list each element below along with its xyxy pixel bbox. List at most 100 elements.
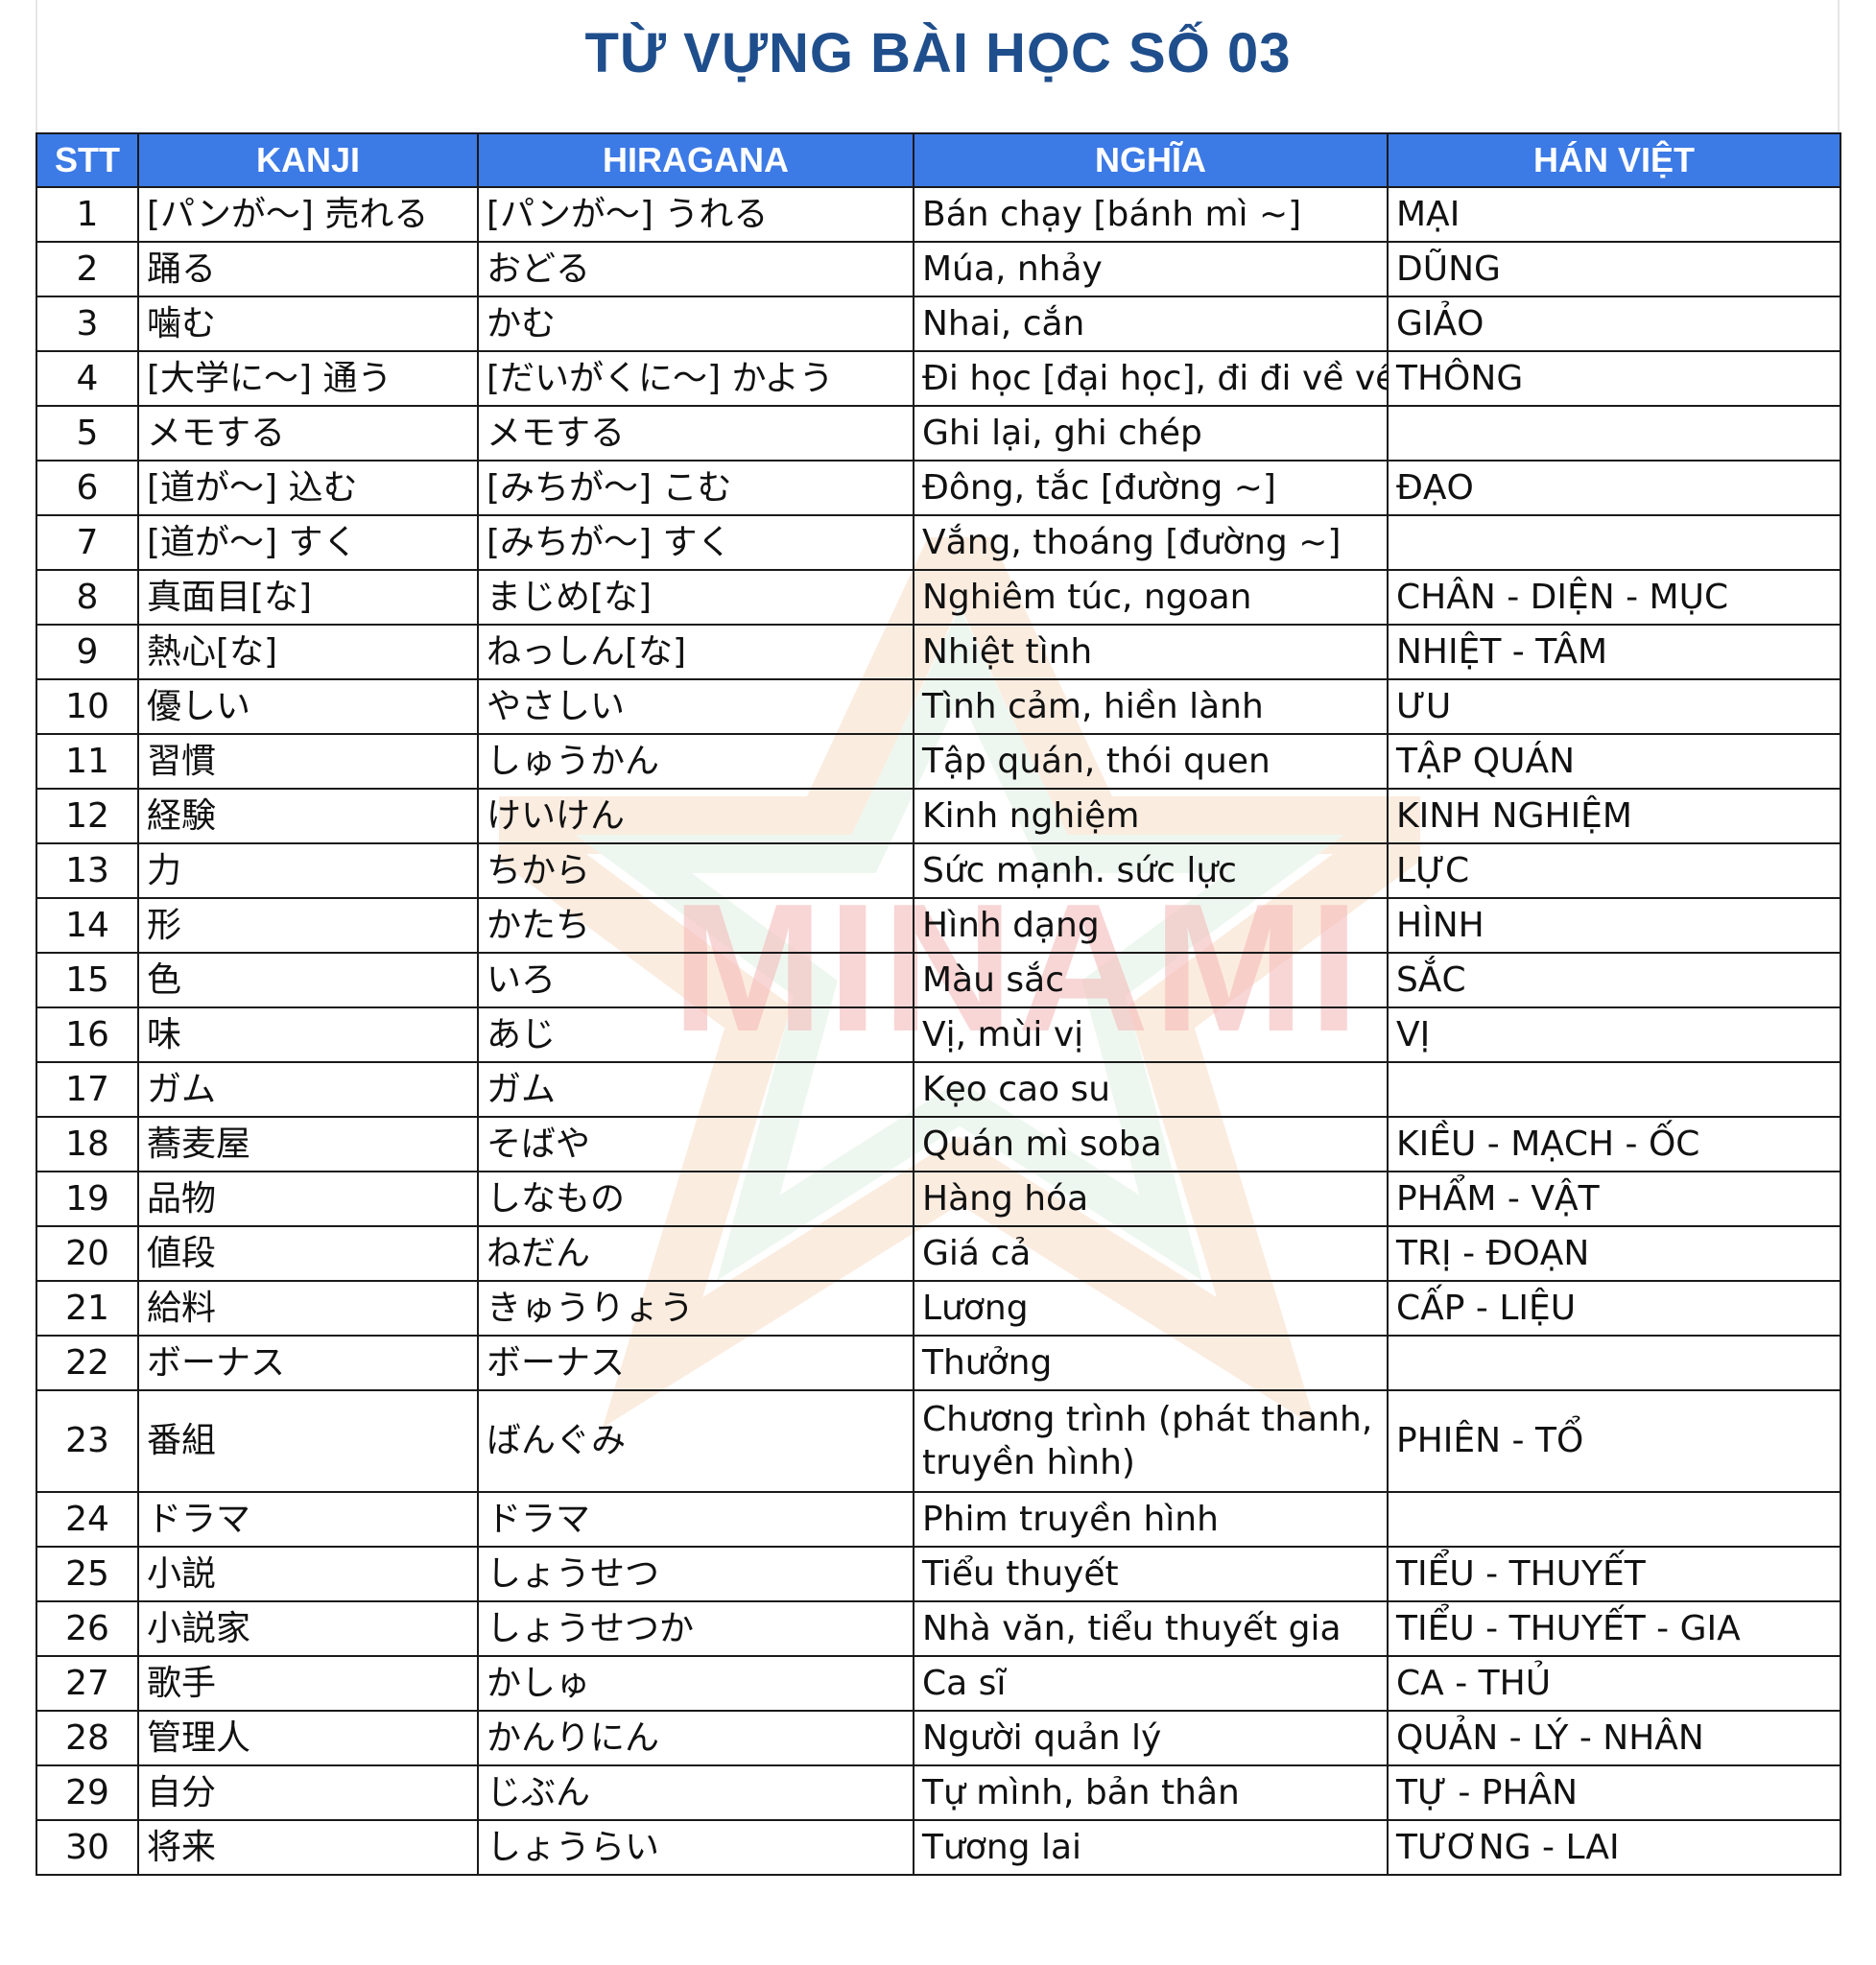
cell-han-viet: TƯƠNG - LAI (1387, 1819, 1841, 1876)
cell-hiragana: ばんぐみ (477, 1389, 914, 1493)
cell-han-viet: NHIỆT - TÂM (1387, 624, 1841, 680)
table-row: 8 真面目[な] まじめ[な] Nghiêm túc, ngoan CHÂN - DIỆ… (36, 569, 1841, 626)
cell-stt: 28 (36, 1710, 139, 1766)
cell-han-viet: KIỀU - MẠCH - ỐC (1387, 1116, 1841, 1172)
cell-kanji: 小説 (137, 1546, 479, 1602)
cell-hiragana: ドラマ (477, 1491, 914, 1548)
cell-stt: 2 (36, 241, 139, 297)
cell-stt: 7 (36, 514, 139, 571)
cell-stt: 29 (36, 1764, 139, 1821)
cell-stt: 10 (36, 678, 139, 735)
cell-stt: 1 (36, 186, 139, 243)
frame-line-left (36, 0, 37, 134)
header-han-viet: HÁN VIỆT (1387, 132, 1841, 188)
cell-hiragana: ねだん (477, 1225, 914, 1282)
cell-kanji: 経験 (137, 788, 479, 844)
cell-kanji: [道が～] すく (137, 514, 479, 571)
cell-hiragana: まじめ[な] (477, 569, 914, 626)
cell-nghia: Bán chạy [bánh mì ~] (913, 186, 1389, 243)
cell-kanji: 自分 (137, 1764, 479, 1821)
cell-kanji: [パンが～] 売れる (137, 186, 479, 243)
cell-nghia: Lương (913, 1280, 1389, 1337)
table-body: 1 [パンが～] 売れる [パンが～] うれる Bán chạy [bánh mì ~… (36, 186, 1841, 1876)
cell-kanji: 優しい (137, 678, 479, 735)
cell-kanji: 色 (137, 952, 479, 1008)
cell-nghia: Đông, tắc [đường ~] (913, 460, 1389, 516)
cell-hiragana: しょうらい (477, 1819, 914, 1876)
cell-nghia: Nghiêm túc, ngoan (913, 569, 1389, 626)
cell-han-viet: VỊ (1387, 1006, 1841, 1063)
cell-nghia: Tiểu thuyết (913, 1546, 1389, 1602)
table-header-row: STT KANJI HIRAGANA NGHĨA HÁN VIỆT (36, 132, 1841, 188)
cell-nghia: Ghi lại, ghi chép (913, 405, 1389, 462)
table-row: 19 品物 しなもの Hàng hóa PHẨM - VẬT (36, 1171, 1841, 1227)
cell-stt: 13 (36, 842, 139, 899)
cell-kanji: 品物 (137, 1171, 479, 1227)
table-row: 12 経験 けいけん Kinh nghiệm KINH NGHIỆM (36, 788, 1841, 844)
cell-hiragana: [だいがくに～] かよう (477, 350, 914, 407)
cell-nghia: Thưởng (913, 1335, 1389, 1391)
cell-kanji: 踊る (137, 241, 479, 297)
cell-nghia: Tình cảm, hiền lành (913, 678, 1389, 735)
cell-stt: 16 (36, 1006, 139, 1063)
cell-han-viet: PHẨM - VẬT (1387, 1171, 1841, 1227)
table-row: 2 踊る おどる Múa, nhảy DŨNG (36, 241, 1841, 297)
cell-kanji: 小説家 (137, 1600, 479, 1657)
cell-stt: 9 (36, 624, 139, 680)
cell-stt: 8 (36, 569, 139, 626)
cell-han-viet: TIỂU - THUYẾT - GIA (1387, 1600, 1841, 1657)
cell-stt: 23 (36, 1389, 139, 1493)
cell-han-viet: CHÂN - DIỆN - MỤC (1387, 569, 1841, 626)
vocabulary-table: STT KANJI HIRAGANA NGHĨA HÁN VIỆT 1 [パンが～… (36, 132, 1841, 1876)
cell-stt: 15 (36, 952, 139, 1008)
cell-kanji: 形 (137, 897, 479, 954)
table-row: 24 ドラマ ドラマ Phim truyền hình (36, 1491, 1841, 1548)
cell-hiragana: そばや (477, 1116, 914, 1172)
cell-nghia: Hàng hóa (913, 1171, 1389, 1227)
cell-nghia: Sức mạnh. sức lực (913, 842, 1389, 899)
table-row: 1 [パンが～] 売れる [パンが～] うれる Bán chạy [bánh mì ~… (36, 186, 1841, 243)
cell-hiragana: しなもの (477, 1171, 914, 1227)
header-kanji: KANJI (137, 132, 479, 188)
cell-nghia: Ca sĩ (913, 1655, 1389, 1712)
cell-nghia: Nhai, cắn (913, 296, 1389, 352)
cell-hiragana: あじ (477, 1006, 914, 1063)
cell-hiragana: [パンが～] うれる (477, 186, 914, 243)
cell-nghia: Múa, nhảy (913, 241, 1389, 297)
cell-han-viet: TRỊ - ĐOẠN (1387, 1225, 1841, 1282)
cell-kanji: 噛む (137, 296, 479, 352)
table-row: 6 [道が～] 込む [みちが～] こむ Đông, tắc [đường ~] ĐẠO (36, 460, 1841, 516)
cell-hiragana: ちから (477, 842, 914, 899)
cell-han-viet: MẠI (1387, 186, 1841, 243)
cell-kanji: [道が～] 込む (137, 460, 479, 516)
cell-hiragana: [みちが～] こむ (477, 460, 914, 516)
cell-kanji: ボーナス (137, 1335, 479, 1391)
cell-nghia: Đi học [đại học], đi đi về về (913, 350, 1389, 407)
cell-hiragana: かしゅ (477, 1655, 914, 1712)
cell-nghia: Tự mình, bản thân (913, 1764, 1389, 1821)
cell-stt: 30 (36, 1819, 139, 1876)
cell-nghia: Vị, mùi vị (913, 1006, 1389, 1063)
cell-han-viet: GIẢO (1387, 296, 1841, 352)
cell-han-viet: TIỂU - THUYẾT (1387, 1546, 1841, 1602)
cell-han-viet: PHIÊN - TỔ (1387, 1389, 1841, 1493)
cell-kanji: 管理人 (137, 1710, 479, 1766)
cell-han-viet (1387, 405, 1841, 462)
table-row: 5 メモする メモする Ghi lại, ghi chép (36, 405, 1841, 462)
table-row: 16 味あじ Vị, mùi vị VỊ (36, 1006, 1841, 1063)
cell-han-viet (1387, 514, 1841, 571)
cell-han-viet (1387, 1061, 1841, 1118)
cell-nghia: Chương trình (phát thanh, truyền hình) (913, 1389, 1389, 1493)
cell-stt: 11 (36, 733, 139, 790)
cell-kanji: ドラマ (137, 1491, 479, 1548)
table-row: 27 歌手 かしゅ Ca sĩ CA - THỦ (36, 1655, 1841, 1712)
cell-stt: 26 (36, 1600, 139, 1657)
cell-nghia: Kinh nghiệm (913, 788, 1389, 844)
cell-han-viet (1387, 1335, 1841, 1391)
cell-nghia: Tương lai (913, 1819, 1389, 1876)
cell-nghia: Hình dạng (913, 897, 1389, 954)
header-stt: STT (36, 132, 139, 188)
table-row: 15 色いろ Màu sắc SẮC (36, 952, 1841, 1008)
cell-kanji: 習慣 (137, 733, 479, 790)
cell-kanji: 味 (137, 1006, 479, 1063)
